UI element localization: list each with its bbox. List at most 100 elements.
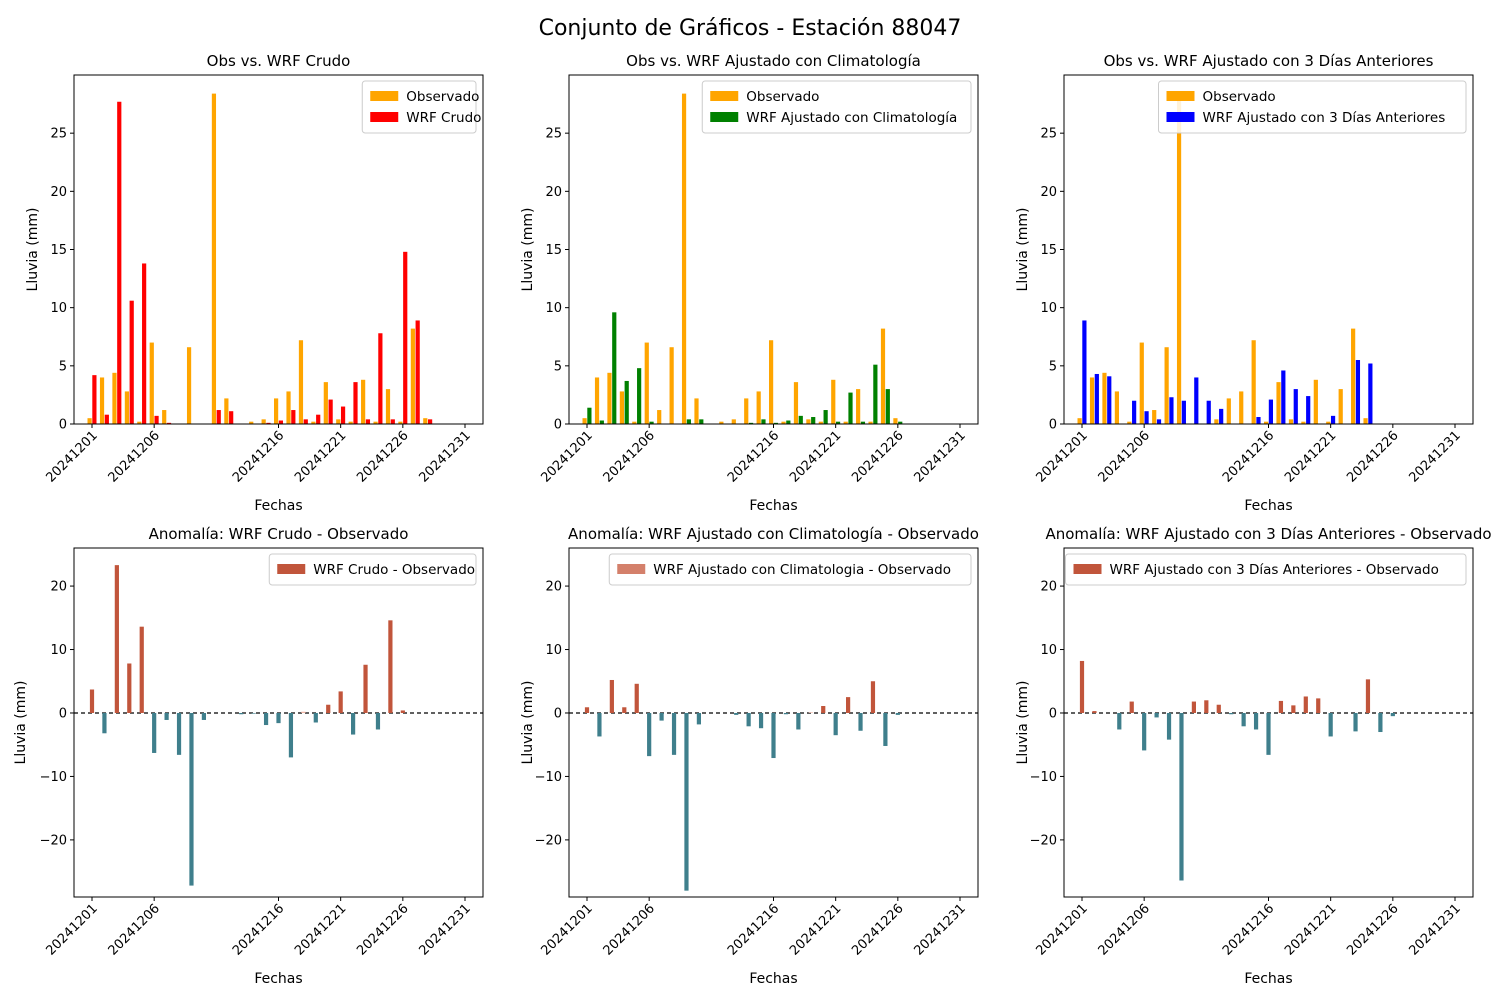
bar bbox=[1127, 421, 1132, 424]
y-tick-label: 25 bbox=[50, 127, 67, 142]
bar bbox=[644, 342, 649, 424]
bar bbox=[301, 711, 306, 713]
bar bbox=[423, 418, 428, 424]
bar bbox=[582, 418, 587, 424]
bar bbox=[229, 411, 234, 424]
bar bbox=[1191, 701, 1196, 713]
chart-panel-4: Anomalía: WRF Crudo - Observado −20 −10 0 10… bbox=[13, 525, 484, 987]
bar bbox=[1326, 421, 1331, 424]
bar bbox=[781, 421, 786, 424]
x-tick-label: 20241226 bbox=[354, 428, 411, 485]
bar bbox=[365, 419, 371, 424]
bar bbox=[893, 418, 898, 424]
y-axis-label: Lluvia (mm) bbox=[1015, 681, 1031, 765]
x-tick-label: 20241216 bbox=[1220, 428, 1277, 485]
x-tick-label: 20241216 bbox=[725, 901, 782, 958]
y-tick-label: 0 bbox=[59, 706, 67, 721]
y-tick-label: 10 bbox=[50, 643, 67, 658]
bar bbox=[622, 707, 627, 713]
bar bbox=[883, 712, 888, 746]
bar bbox=[1291, 705, 1296, 713]
bar bbox=[351, 712, 356, 735]
bar bbox=[659, 712, 664, 721]
bar bbox=[671, 712, 677, 755]
legend-label: WRF Ajustado con Climatologia - Observad… bbox=[653, 562, 951, 578]
bar bbox=[1256, 417, 1261, 424]
bar bbox=[278, 420, 283, 424]
bar bbox=[637, 368, 642, 424]
x-tick-label: 20241231 bbox=[416, 428, 473, 485]
bar bbox=[276, 712, 281, 724]
figure-title: Conjunto de Gráficos - Estación 88047 bbox=[538, 16, 962, 41]
bar bbox=[1082, 320, 1087, 424]
x-tick-label: 20241221 bbox=[292, 428, 349, 485]
y-tick-label: 20 bbox=[50, 185, 67, 200]
bar bbox=[796, 712, 801, 730]
y-tick-label: 20 bbox=[545, 580, 562, 595]
bar bbox=[823, 410, 828, 424]
bar bbox=[316, 414, 321, 424]
bar bbox=[1092, 711, 1097, 713]
legend-swatch bbox=[710, 91, 739, 101]
bar bbox=[410, 328, 415, 424]
bar bbox=[186, 347, 192, 424]
legend-label: WRF Crudo bbox=[406, 110, 481, 126]
bar bbox=[719, 421, 724, 424]
y-tick-label: −20 bbox=[1030, 833, 1057, 848]
bar bbox=[274, 398, 279, 424]
bar bbox=[694, 398, 699, 424]
chart-title: Obs vs. WRF Crudo bbox=[207, 52, 351, 70]
bar bbox=[313, 712, 318, 723]
x-tick-label: 20241201 bbox=[43, 428, 100, 485]
bar bbox=[162, 410, 167, 424]
bar bbox=[584, 707, 590, 713]
bar bbox=[336, 419, 341, 424]
legend-swatch bbox=[1166, 112, 1195, 122]
bar bbox=[154, 415, 159, 424]
x-tick-label: 20241216 bbox=[725, 428, 782, 485]
bar bbox=[858, 712, 863, 731]
bar bbox=[89, 689, 95, 713]
legend-swatch bbox=[370, 91, 399, 101]
legend-box bbox=[701, 80, 972, 134]
y-tick-label: 25 bbox=[545, 127, 562, 142]
bar bbox=[1363, 418, 1368, 424]
bar bbox=[1355, 360, 1361, 424]
bar bbox=[1281, 370, 1286, 424]
x-tick-label: 20241221 bbox=[787, 901, 844, 958]
bar bbox=[806, 419, 811, 424]
bar bbox=[363, 664, 368, 713]
x-tick-label: 20241206 bbox=[601, 901, 658, 958]
y-tick-label: 25 bbox=[1040, 127, 1057, 142]
bar bbox=[1368, 363, 1373, 424]
bar bbox=[1239, 391, 1244, 424]
bar bbox=[1338, 389, 1343, 424]
y-tick-label: 15 bbox=[545, 243, 562, 258]
x-axis-label: Fechas bbox=[1244, 498, 1292, 514]
x-tick-label: 20241226 bbox=[1344, 901, 1401, 958]
x-tick-label: 20241221 bbox=[292, 901, 349, 958]
bar bbox=[415, 320, 420, 424]
bar bbox=[761, 419, 766, 424]
bar bbox=[1268, 399, 1273, 424]
bar bbox=[373, 421, 378, 424]
chart-title: Anomalía: WRF Crudo - Observado bbox=[149, 525, 409, 543]
y-tick-label: 0 bbox=[1049, 418, 1057, 433]
y-tick-label: 10 bbox=[1040, 301, 1057, 316]
x-tick-label: 20241231 bbox=[1406, 428, 1463, 485]
y-tick-label: 15 bbox=[1040, 243, 1057, 258]
bar bbox=[594, 377, 600, 424]
y-tick-label: 0 bbox=[59, 418, 67, 433]
bar bbox=[326, 704, 331, 713]
bar bbox=[746, 712, 751, 727]
bar bbox=[149, 342, 154, 424]
y-tick-label: 20 bbox=[1040, 185, 1057, 200]
bar bbox=[773, 422, 778, 424]
chart-panel-3: Obs vs. WRF Ajustado con 3 Días Anterior… bbox=[1015, 52, 1474, 514]
bar bbox=[808, 712, 813, 713]
legend-label: WRF Ajustado con 3 Días Anteriores - Obs… bbox=[1110, 562, 1439, 578]
bar bbox=[403, 251, 408, 424]
bar bbox=[117, 101, 122, 425]
bar bbox=[599, 420, 604, 424]
